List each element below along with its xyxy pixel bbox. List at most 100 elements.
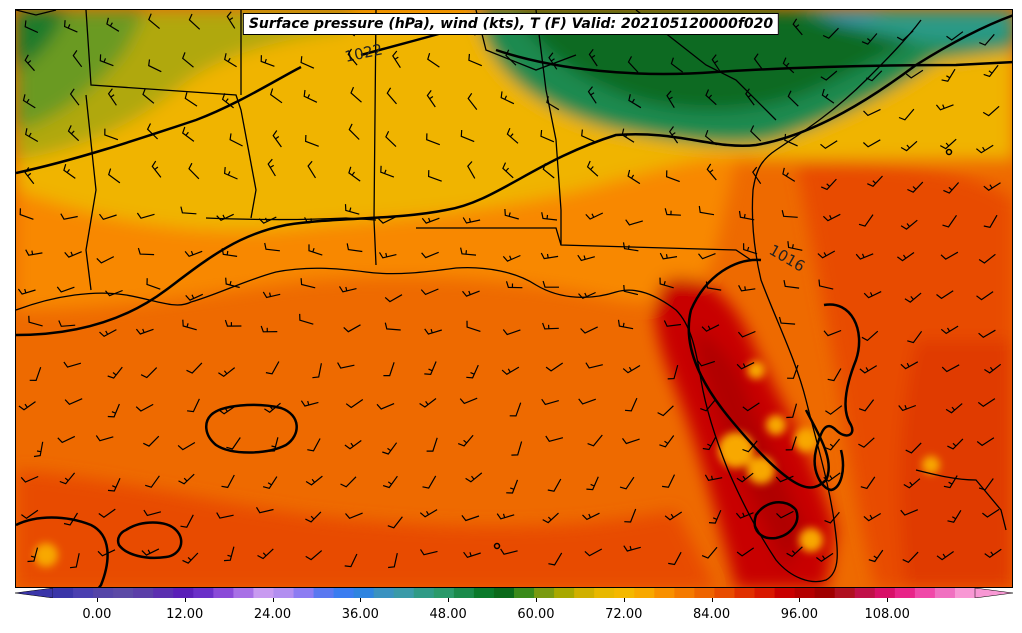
wind-barb: [346, 243, 363, 253]
wind-barb: [785, 436, 797, 451]
wind-barb: [506, 127, 519, 144]
wind-barb: [95, 435, 114, 442]
wind-barb: [305, 475, 323, 486]
wind-barb: [704, 474, 723, 481]
wind-barb: [753, 53, 764, 71]
colorbar-cell: [313, 588, 335, 598]
wind-barb: [545, 435, 564, 442]
wind-barb: [502, 162, 514, 179]
wind-barb: [388, 552, 398, 569]
wind-barb: [262, 291, 281, 299]
wind-barb: [143, 435, 160, 447]
wind-barb: [426, 133, 441, 146]
wind-barb: [983, 64, 999, 78]
wind-barb: [260, 55, 275, 67]
wind-barb: [545, 362, 564, 372]
colorbar-cell: [133, 588, 154, 598]
colorbar-cell: [333, 588, 355, 598]
wind-barb: [500, 91, 515, 105]
colorbar-tick-label: 24.00: [253, 607, 292, 622]
wind-barb: [786, 546, 803, 558]
wind-barb: [736, 547, 755, 557]
wind-barb: [735, 512, 754, 519]
wind-barb: [216, 512, 234, 519]
wind-barb: [426, 437, 438, 452]
wind-barb: [312, 363, 322, 379]
wind-barb: [983, 214, 998, 228]
wind-barb: [782, 57, 795, 74]
wind-barb: [382, 442, 398, 455]
coastlines-and-borders: [16, 10, 1007, 583]
wind-barb: [897, 252, 915, 262]
colorbar-tick-label: 60.00: [517, 607, 555, 622]
wind-barb: [223, 167, 238, 180]
colorbar-cell: [153, 588, 174, 598]
wind-barb: [976, 291, 994, 301]
wind-barb: [863, 108, 881, 117]
wind-barb: [460, 247, 477, 256]
wind-barb: [143, 509, 162, 517]
wind-barb: [421, 217, 440, 224]
wind-barb: [542, 512, 559, 524]
wind-barb: [546, 96, 560, 111]
wind-barb: [350, 86, 362, 103]
colorbar-cell: [233, 588, 254, 598]
wind-barb: [97, 549, 116, 557]
wind-barb: [664, 511, 683, 521]
wind-barb: [978, 478, 994, 491]
wind-barb: [668, 551, 682, 566]
wind-barb: [345, 512, 363, 520]
wind-barb: [736, 362, 755, 370]
wind-barb: [216, 213, 234, 222]
wind-barb: [940, 251, 959, 260]
wind-barb: [898, 404, 917, 412]
colorbar-cell: [433, 588, 455, 598]
colorbar-cell: [694, 588, 715, 598]
wind-barb: [137, 247, 155, 256]
wind-barb: [299, 313, 314, 325]
colorbar-cell: [273, 588, 295, 598]
wind-barb: [936, 290, 954, 300]
wind-barb: [584, 548, 603, 557]
wind-barb: [99, 213, 117, 221]
wind-barb: [182, 319, 197, 331]
wind-barb: [624, 397, 638, 412]
wind-barb: [622, 364, 641, 374]
wind-barb: [148, 59, 162, 73]
wind-barb: [300, 278, 316, 289]
wind-barb: [63, 512, 79, 526]
wind-barb: [188, 13, 201, 30]
colorbar-cell: [373, 588, 395, 598]
wind-barb: [21, 509, 39, 520]
wind-barb: [662, 474, 676, 488]
wind-barb: [941, 364, 960, 373]
wind-barb: [29, 367, 42, 382]
wind-barb: [775, 475, 794, 483]
wind-barb: [56, 286, 75, 293]
colorbar-cell: [894, 588, 916, 598]
wind-barb: [419, 509, 438, 518]
colorbar-cell: [854, 588, 876, 598]
colorbar-tick-mark: [799, 598, 801, 602]
wind-barb: [818, 279, 834, 290]
wind-barb: [859, 365, 878, 374]
wind-barb: [24, 167, 35, 185]
wind-barb: [548, 52, 558, 70]
colorbar-tick-mark: [535, 598, 537, 602]
wind-barb: [752, 166, 762, 185]
wind-barb: [588, 48, 598, 67]
wind-barb: [382, 475, 398, 489]
wind-barb: [185, 293, 204, 301]
wind-barb: [781, 210, 798, 218]
wind-barb: [385, 130, 397, 148]
wind-barb: [736, 472, 754, 483]
wind-barb: [787, 364, 799, 379]
wind-barb: [348, 166, 361, 182]
wind-barb: [345, 399, 364, 409]
wind-barb: [824, 511, 840, 524]
wind-barb: [540, 252, 559, 260]
wind-barb: [267, 158, 276, 177]
wind-barb: [621, 128, 635, 143]
colorbar-arrow-low: [15, 588, 54, 598]
wind-barb: [64, 251, 82, 258]
